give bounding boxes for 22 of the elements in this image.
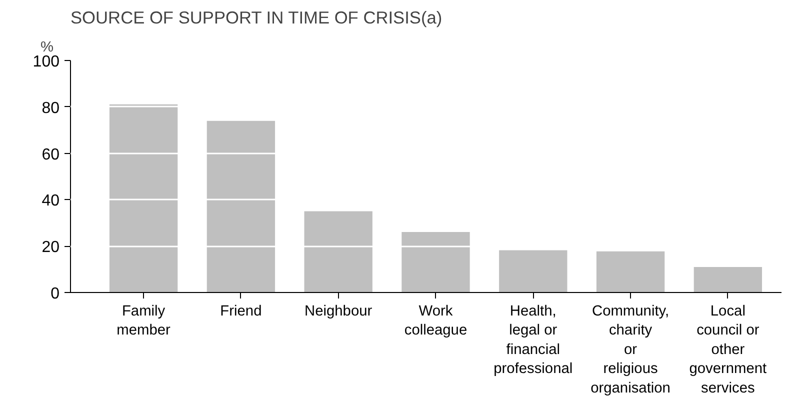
x-tick-label: Work colleague	[404, 304, 468, 339]
x-tick-label: Family member	[116, 304, 171, 339]
bar	[499, 250, 568, 292]
y-axis-title: %	[40, 40, 54, 56]
x-tick-label: Friend	[220, 304, 262, 320]
x-tick-label: Community, charity or religious organisation	[590, 304, 670, 396]
bar	[694, 266, 762, 292]
bar	[206, 120, 276, 292]
y-tick-label: 100	[32, 54, 60, 70]
y-tick-label: 40	[42, 192, 60, 210]
x-tick-label: Health, legal or financial professional	[494, 304, 573, 378]
bar	[596, 251, 665, 292]
y-tick-label: 60	[42, 146, 60, 164]
bar	[304, 211, 372, 292]
x-tick-label: Neighbour	[304, 304, 372, 320]
bar	[109, 104, 178, 292]
y-tick-label: 80	[42, 100, 60, 117]
x-tick-label: Local council or other government services	[689, 304, 767, 396]
bar	[402, 232, 470, 292]
y-tick-label: 0	[50, 286, 60, 302]
chart-title: SOURCE OF SUPPORT IN TIME OF CRISIS(a)	[70, 8, 442, 28]
y-tick-label: 20	[42, 239, 60, 256]
